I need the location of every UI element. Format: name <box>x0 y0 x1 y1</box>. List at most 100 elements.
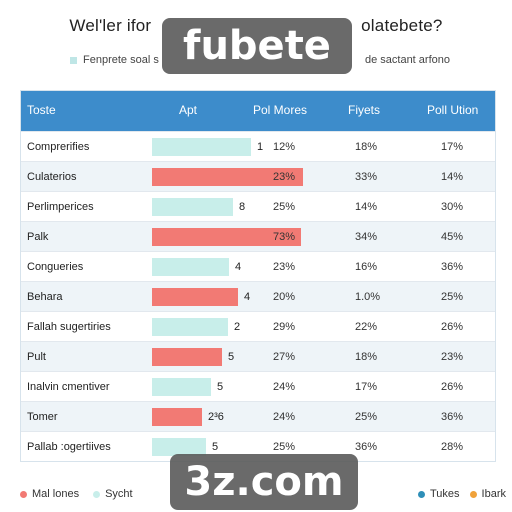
table-body: Comprerifies 1 12% 18% 17% Culaterios 23% 33% 14… <box>21 131 495 461</box>
row-percent: 17% <box>441 141 464 153</box>
table-row[interactable]: Fallah sugertiries 2 29% 22% 26% <box>21 311 495 341</box>
row-bar <box>152 138 251 156</box>
row-bar <box>152 168 303 186</box>
legend-dot-icon <box>469 490 477 498</box>
row-label: Comprerifies <box>27 141 90 153</box>
table-row[interactable]: Perlimperices 8 25% 14% 30% <box>21 191 495 221</box>
table-row[interactable]: Comprerifies 1 12% 18% 17% <box>21 131 495 161</box>
title-right: olatebete? <box>361 16 443 35</box>
legend-item: Mal lones <box>20 488 79 500</box>
row-bar <box>152 438 206 456</box>
legend-label: Sycht <box>105 488 133 500</box>
subtitle-right: de sactant arfono <box>364 54 450 66</box>
row-percent: 36% <box>441 261 464 273</box>
table-row[interactable]: Inalvin cmentiver 5 24% 17% 26% <box>21 371 495 401</box>
table-row[interactable]: Culaterios 23% 33% 14% <box>21 161 495 191</box>
row-count: 5 <box>228 351 235 363</box>
table-header: Toste Apt Pol Mores Fiyets Poll Ution <box>21 91 495 131</box>
row-percent: 28% <box>441 441 464 453</box>
row-count: 4 <box>235 261 242 273</box>
row-percent: 34% <box>355 231 378 243</box>
column-header[interactable]: Fiyets <box>348 103 381 117</box>
legend-dot-icon <box>20 490 27 498</box>
column-header[interactable]: Toste <box>27 103 56 117</box>
row-bar <box>152 228 301 246</box>
table-row[interactable]: Palk 73% 34% 45% <box>21 221 495 251</box>
row-count: 8 <box>239 201 246 213</box>
row-bar <box>152 378 211 396</box>
row-bar <box>152 258 229 276</box>
row-label: Behara <box>27 291 63 303</box>
row-percent: 33% <box>355 171 378 183</box>
row-percent: 26% <box>441 381 464 393</box>
row-bar <box>152 318 228 336</box>
row-label: Culaterios <box>27 171 77 183</box>
row-count: 5 <box>212 441 219 453</box>
row-label: Inalvin cmentiver <box>27 381 110 393</box>
row-percent: 26% <box>441 321 464 333</box>
row-percent: 25% <box>273 201 296 213</box>
row-percent: 14% <box>355 201 378 213</box>
row-percent: 1.0% <box>355 291 381 303</box>
legend-label: Tukes <box>429 488 460 500</box>
row-percent: 14% <box>441 171 464 183</box>
row-bar <box>152 198 233 216</box>
row-percent: 36% <box>441 411 464 423</box>
legend-item: Tukes <box>417 488 460 500</box>
data-table: Toste Apt Pol Mores Fiyets Poll Ution Co… <box>20 90 496 462</box>
legend: Mal lones Sycht <box>20 488 133 500</box>
table-row[interactable]: Congueries 4 23% 16% 36% <box>21 251 495 281</box>
table-row[interactable]: Pult 5 27% 18% 23% <box>21 341 495 371</box>
legend-label: Mal lones <box>32 488 80 500</box>
row-bar <box>152 408 202 426</box>
row-count: 5 <box>217 381 224 393</box>
page-title: Wel'ler ifor olatebete? <box>0 16 512 36</box>
row-percent: 30% <box>441 201 464 213</box>
row-count: 2³6 <box>208 411 224 423</box>
row-percent: 29% <box>273 321 296 333</box>
row-bar <box>152 288 238 306</box>
row-percent: 22% <box>355 321 378 333</box>
title-left: Wel'ler ifor <box>69 16 152 35</box>
row-percent: 36% <box>355 441 378 453</box>
row-percent: 23% <box>441 351 464 363</box>
row-label: Palk <box>27 231 49 243</box>
subtitle: Fenprete soal s de sactant arfono <box>70 54 450 66</box>
row-label: Pult <box>27 351 46 363</box>
row-percent: 20% <box>273 291 296 303</box>
watermark-bottom: 3z.com <box>170 454 358 510</box>
row-percent: 18% <box>355 351 378 363</box>
legend-dot-icon <box>417 490 425 498</box>
row-percent: 25% <box>355 411 378 423</box>
row-percent: 23% <box>273 171 296 183</box>
row-label: Pallab :ogertiives <box>27 441 111 453</box>
table-row[interactable]: Pallab :ogertiives 5 25% 36% 28% <box>21 431 495 461</box>
row-label: Perlimperices <box>27 201 94 213</box>
row-label: Congueries <box>27 261 84 273</box>
column-header[interactable]: Pol Mores <box>253 103 308 117</box>
row-percent: 25% <box>273 441 296 453</box>
table-row[interactable]: Tomer 2³6 24% 25% 36% <box>21 401 495 431</box>
row-percent: 16% <box>355 261 378 273</box>
column-header[interactable]: Apt <box>179 103 198 117</box>
row-percent: 12% <box>273 141 296 153</box>
row-count: 4 <box>244 291 251 303</box>
row-label: Fallah sugertiries <box>27 321 111 333</box>
table-row[interactable]: Behara 4 20% 1.0% 25% <box>21 281 495 311</box>
subtitle-left: Fenprete soal s <box>83 54 159 66</box>
row-percent: 18% <box>355 141 378 153</box>
legend-label: Ibark <box>481 488 506 500</box>
subtitle-marker-icon <box>70 56 77 64</box>
legend-dot-icon <box>93 490 101 498</box>
row-label: Tomer <box>27 411 58 423</box>
row-percent: 24% <box>273 411 296 423</box>
row-percent: 73% <box>273 231 296 243</box>
row-percent: 25% <box>441 291 464 303</box>
row-count: 2 <box>234 321 241 333</box>
column-header[interactable]: Poll Ution <box>427 103 479 117</box>
row-count: 1 <box>257 141 264 153</box>
legend-item: Ibark <box>469 488 506 500</box>
legend-item: Sycht <box>93 488 133 500</box>
row-percent: 24% <box>273 381 296 393</box>
row-percent: 45% <box>441 231 464 243</box>
